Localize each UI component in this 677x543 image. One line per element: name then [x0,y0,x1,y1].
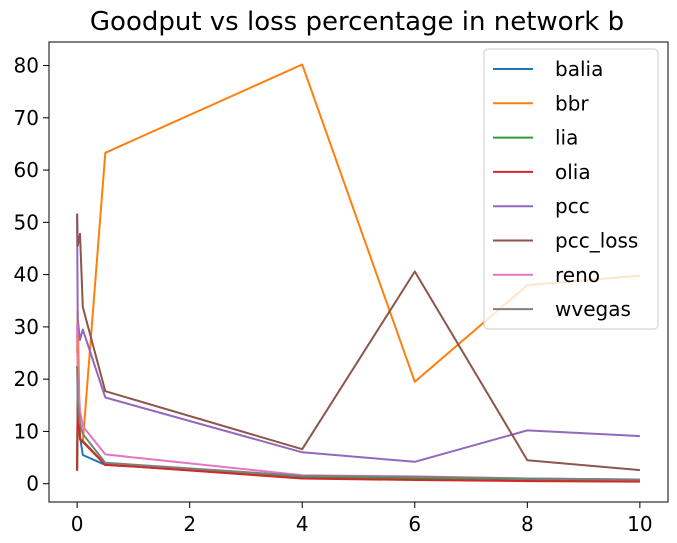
x-tick-label: 2 [183,512,196,536]
series-line-wvegas [76,366,640,481]
x-tick-label: 4 [296,512,309,536]
chart-title: Goodput vs loss percentage in network b [90,7,624,37]
x-tick-label: 6 [408,512,421,536]
plot-frame [48,41,669,503]
y-tick-label: 60 [14,158,39,182]
x-tick-label: 10 [627,512,652,536]
y-tick-label: 70 [14,106,39,130]
y-tick-label: 80 [14,54,39,78]
legend-label-pcc: pcc [555,194,590,218]
y-tick-label: 40 [14,263,39,287]
y-tick-label: 0 [26,472,39,496]
legend-box [483,48,659,330]
y-tick-label: 20 [14,367,39,391]
legend-label-lia: lia [555,126,578,150]
series-layer [76,63,640,483]
legend-label-balia: balia [555,57,603,81]
x-tick-label: 8 [521,512,534,536]
legend-label-bbr: bbr [555,91,589,115]
legend-label-olia: olia [555,160,591,184]
y-tick-label: 30 [14,315,39,339]
legend-label-reno: reno [555,263,600,287]
legend-label-wvegas: wvegas [555,297,631,321]
y-tick-label: 10 [14,419,39,443]
y-tick-label: 50 [14,210,39,234]
axes-layer: 0 2 4 6 8 10 0 10 20 30 40 50 60 70 80 [14,54,653,536]
x-tick-label: 0 [71,512,84,536]
legend-label-pcc_loss: pcc_loss [555,229,638,253]
series-line-pcc [76,214,640,463]
series-line-pcc_loss [76,213,640,472]
